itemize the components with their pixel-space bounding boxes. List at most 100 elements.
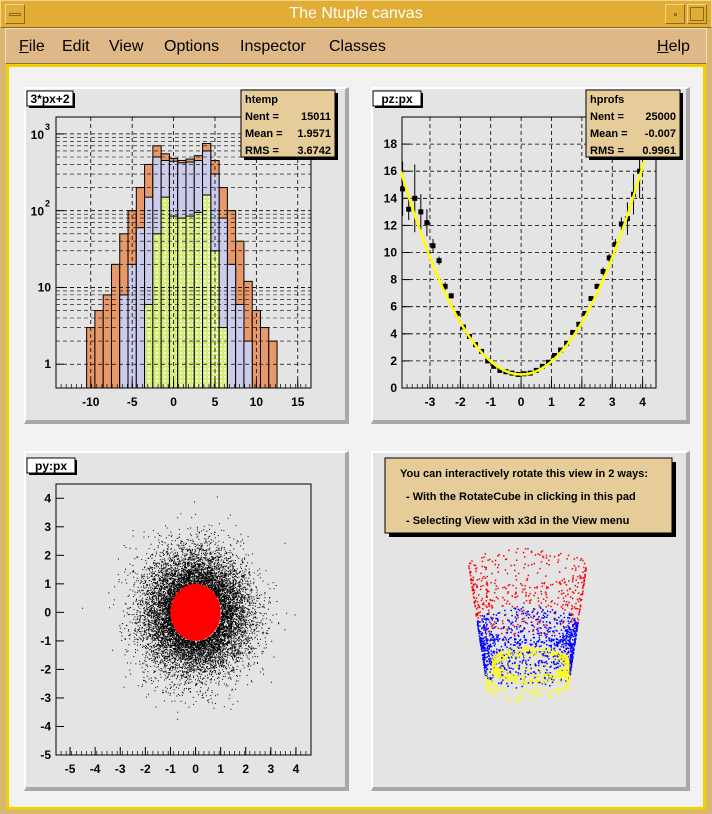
title-bar[interactable]: The Ntuple canvas [0,0,712,28]
x-tick-label: -3 [115,762,126,776]
x-tick-label: -10 [82,395,100,409]
y-tick-label: 0 [44,605,51,619]
x-tick-label: 1 [548,395,555,409]
stats-value: 3.6742 [297,145,331,157]
x-tick-label: -1 [485,395,496,409]
y-tick-label: -2 [40,662,51,676]
menu-edit[interactable]: Edit [62,38,90,55]
stats-box [585,89,681,158]
menu-inspector[interactable]: Inspector [240,38,306,55]
stats-value: 1.9571 [297,128,331,140]
histogram-bar-series-2 [185,215,195,389]
minimize-button[interactable] [665,4,685,24]
histogram-bar-series-2 [160,196,170,389]
x-tick-label: -5 [65,762,76,776]
histogram-bar-series-0 [94,310,104,389]
stats-label: Nent = [590,111,624,123]
histogram-bar-series-0 [259,327,270,389]
y-tick-label: 10 [384,246,398,260]
y-tick-label: 6 [390,300,397,314]
x-tick-label: -3 [425,395,436,409]
x-tick-label: 15 [291,395,305,409]
y-tick-label: 0 [390,381,397,395]
stats-box [240,89,336,158]
title-box [26,457,76,474]
profile-point [400,186,406,192]
x-tick-label: 1 [217,762,224,776]
histogram-bar-series-1 [119,294,129,389]
profile-point [594,283,600,289]
pad-title: 3*px+2 [30,92,69,106]
profile-point [406,206,412,212]
highlighted-points-disk [170,583,221,641]
profile-point [612,241,618,247]
profile-point [454,310,460,316]
profile-point [637,168,643,174]
y-tick-label: 3 [44,520,51,534]
profile-point [618,221,624,227]
profile-point [576,321,582,327]
profile-point [606,255,612,261]
stats-name: hprofs [590,94,624,106]
profile-point [600,268,606,274]
profile-point [491,363,497,369]
window-title: The Ntuple canvas [289,5,423,22]
y-tick-label: 4 [44,491,51,505]
title-box [372,90,422,107]
profile-point [442,283,448,289]
y-tick-label: 10 [31,205,45,219]
y-tick-label: 2 [44,548,51,562]
title-box [26,90,74,107]
histogram-bar-series-2 [202,194,212,389]
x-tick-label: 5 [212,395,219,409]
y-tick-label: -4 [40,719,51,733]
menu-options[interactable]: Options [164,38,220,55]
window-menu-button[interactable] [5,4,25,24]
menu-file[interactable]: File [19,38,45,55]
histogram-bar-series-1 [235,303,245,389]
y-tick-label: -5 [40,748,51,762]
profile-point [424,220,430,226]
histogram-bar-series-0 [102,294,112,389]
profile-point [582,310,588,316]
profile-point [412,195,418,201]
info-line: - With the RotateCube in clicking in thi… [406,491,636,503]
y-tick-label: 2 [390,354,397,368]
pad-title: py:px [35,459,67,473]
y-tick-label: -3 [40,691,51,705]
stats-name: htemp [245,94,278,106]
pad-title: pz:px [381,92,413,106]
profile-point [552,352,558,358]
info-line: You can interactively rotate this view i… [400,468,648,480]
profile-point [418,209,424,215]
menu-bar: File Edit View Options Inspector Classes… [5,28,707,64]
x-tick-label: -2 [455,395,466,409]
y-tick-label: 14 [384,191,398,205]
histogram-bar-series-1 [226,263,237,389]
profile-point [558,347,564,353]
x-tick-label: -5 [127,395,138,409]
menu-help[interactable]: Help [657,38,690,55]
stats-label: Mean = [245,128,283,140]
profile-point [588,296,594,302]
scatter-points [82,496,296,720]
profile-point [430,243,436,249]
stats-label: RMS = [590,145,624,157]
y-tick-label: 16 [384,164,398,178]
y-tick-label: 10 [38,280,52,294]
y-tick-label: -1 [40,634,51,648]
x-tick-label: -2 [140,762,151,776]
histogram-bar-series-2 [193,211,204,389]
x-tick-label: 4 [639,395,646,409]
profile-point [448,293,454,299]
menu-classes[interactable]: Classes [329,38,386,55]
y-tick-label: 1 [44,357,51,371]
maximize-button[interactable] [687,4,707,24]
x-tick-label: 10 [250,395,264,409]
profile-point [545,359,551,365]
x-tick-label: 0 [192,762,199,776]
y-tick-label: 18 [384,137,398,151]
x-tick-label: 2 [242,762,249,776]
menu-view[interactable]: View [109,38,144,55]
